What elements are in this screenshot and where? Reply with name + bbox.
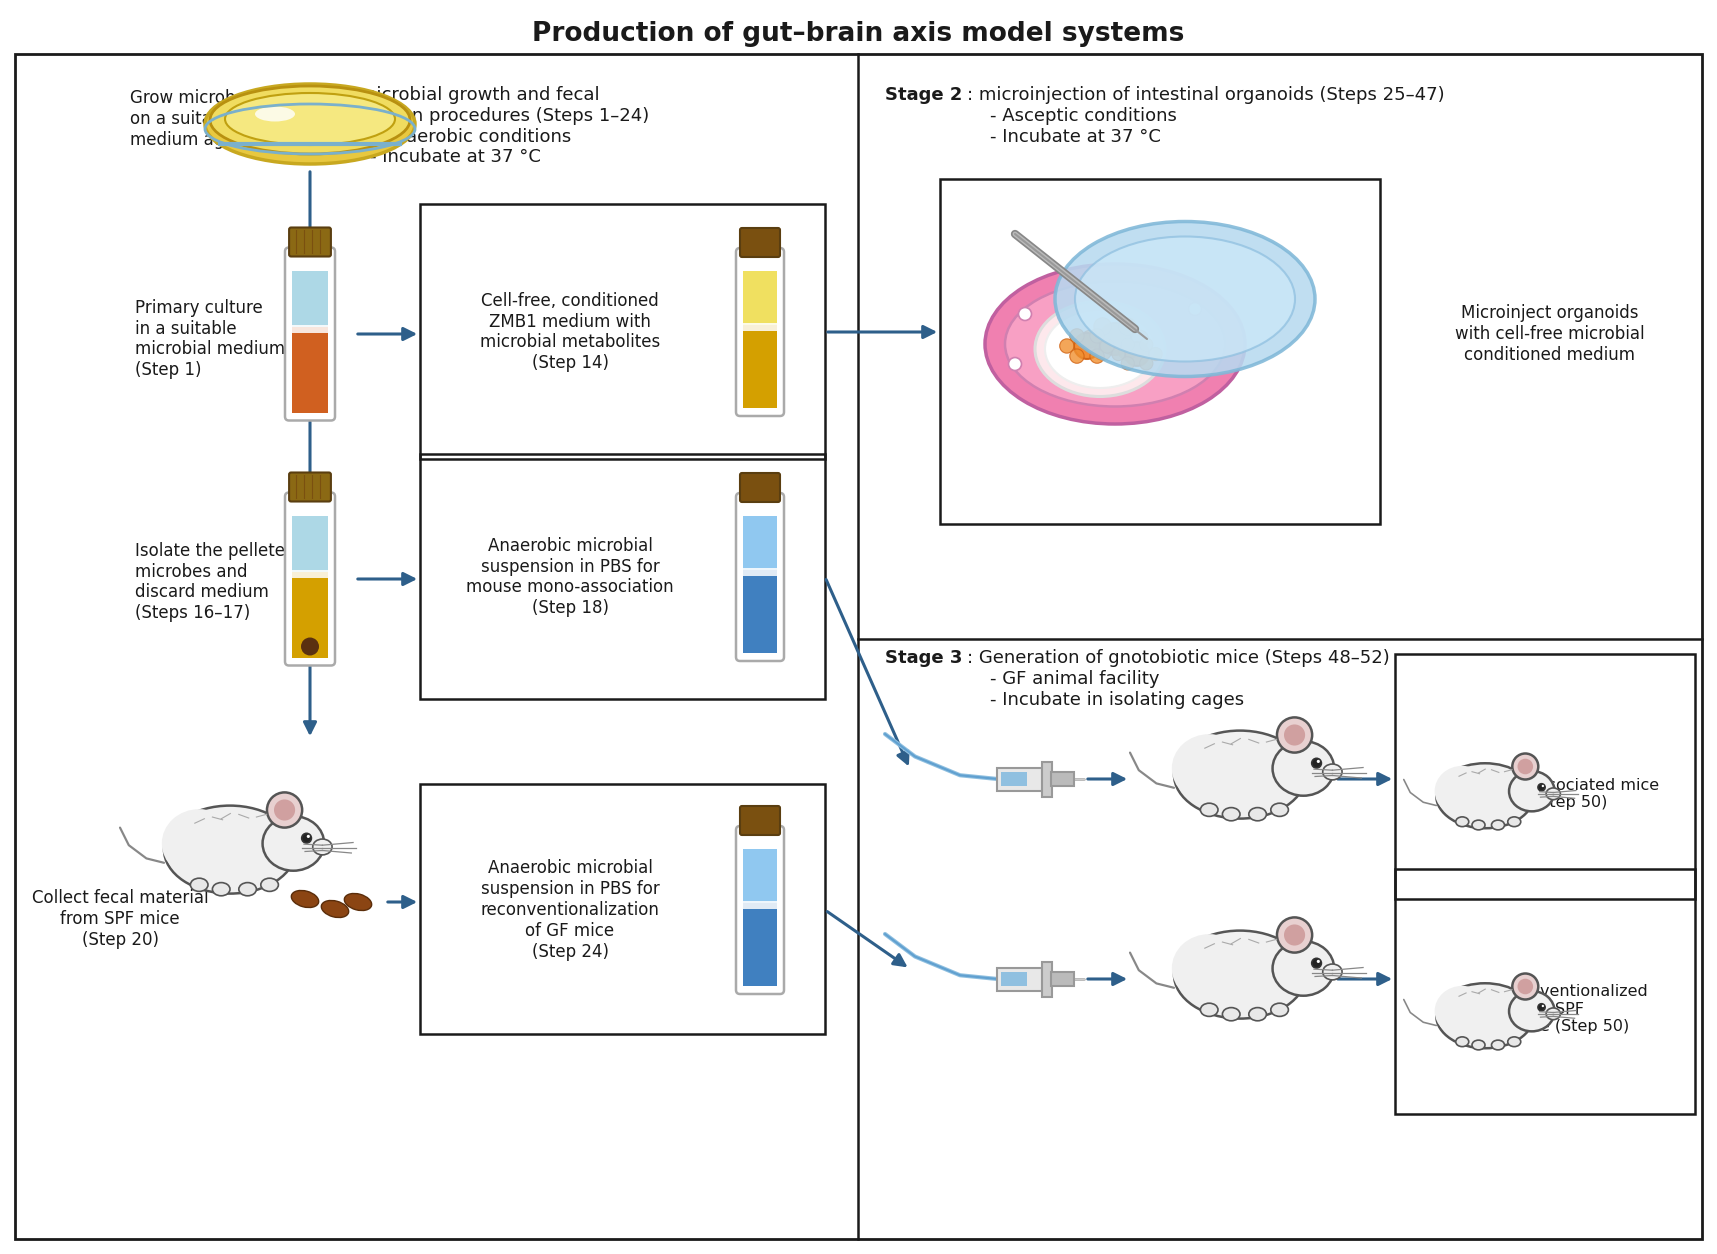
Circle shape (1099, 324, 1132, 355)
Circle shape (1284, 725, 1305, 746)
Ellipse shape (1035, 301, 1166, 396)
Circle shape (1094, 317, 1111, 335)
FancyBboxPatch shape (743, 322, 778, 331)
Text: : microinjection of intestinal organoids (Steps 25–47)
    - Asceptic conditions: : microinjection of intestinal organoids… (967, 87, 1444, 145)
Text: : Generation of gnotobiotic mice (Steps 48–52)
    - GF animal facility
    - In: : Generation of gnotobiotic mice (Steps … (967, 650, 1389, 709)
Text: Stage 1: Stage 1 (264, 87, 342, 104)
Ellipse shape (239, 883, 256, 895)
Text: Isolate the pelleted
microbes and
discard medium
(Steps 16–17): Isolate the pelleted microbes and discar… (136, 542, 295, 622)
Ellipse shape (263, 816, 325, 870)
Ellipse shape (1171, 934, 1247, 1003)
Ellipse shape (292, 890, 319, 908)
Text: Mono-associated mice
(Step 50): Mono-associated mice (Step 50) (1480, 777, 1660, 810)
Ellipse shape (165, 805, 295, 894)
FancyBboxPatch shape (996, 767, 1044, 790)
Text: Collect fecal material
from SPF mice
(Step 20): Collect fecal material from SPF mice (St… (31, 889, 208, 949)
Ellipse shape (1200, 804, 1217, 816)
Ellipse shape (1471, 1040, 1485, 1050)
FancyBboxPatch shape (737, 826, 785, 994)
FancyBboxPatch shape (292, 325, 328, 332)
Ellipse shape (1271, 1003, 1288, 1017)
Text: Anaerobic microbial
suspension in PBS for
reconventionalization
of GF mice
(Step: Anaerobic microbial suspension in PBS fo… (481, 859, 659, 961)
Ellipse shape (312, 839, 331, 855)
Ellipse shape (321, 900, 349, 918)
Circle shape (300, 637, 319, 656)
Ellipse shape (1171, 734, 1247, 803)
Ellipse shape (986, 265, 1245, 424)
Ellipse shape (1174, 731, 1307, 819)
Ellipse shape (1322, 764, 1343, 780)
Circle shape (1090, 329, 1104, 344)
Ellipse shape (1075, 237, 1295, 361)
Ellipse shape (225, 93, 395, 145)
FancyBboxPatch shape (743, 515, 778, 572)
Circle shape (1121, 356, 1135, 370)
FancyBboxPatch shape (740, 806, 780, 835)
Ellipse shape (1223, 808, 1240, 821)
Circle shape (1542, 1004, 1544, 1007)
Circle shape (1082, 330, 1099, 347)
Circle shape (1513, 973, 1538, 999)
Text: Grow microbes
on a suitable
medium agar: Grow microbes on a suitable medium agar (130, 89, 254, 149)
Ellipse shape (1435, 764, 1533, 828)
Ellipse shape (1508, 816, 1521, 826)
Text: Stage 2: Stage 2 (884, 87, 962, 104)
FancyBboxPatch shape (743, 903, 778, 986)
Circle shape (1149, 347, 1162, 361)
Ellipse shape (204, 84, 416, 164)
Circle shape (1284, 924, 1305, 946)
Circle shape (1317, 959, 1320, 963)
Circle shape (1070, 329, 1083, 344)
FancyBboxPatch shape (1051, 772, 1073, 786)
Circle shape (307, 835, 309, 838)
Ellipse shape (1248, 1008, 1267, 1021)
Circle shape (1094, 342, 1111, 360)
Circle shape (1538, 1003, 1545, 1011)
Circle shape (1140, 339, 1152, 351)
Ellipse shape (1046, 310, 1156, 387)
Ellipse shape (1456, 816, 1468, 826)
FancyBboxPatch shape (740, 228, 780, 257)
FancyBboxPatch shape (292, 572, 328, 657)
Circle shape (1312, 958, 1322, 968)
FancyBboxPatch shape (737, 248, 785, 416)
Ellipse shape (209, 87, 410, 154)
Ellipse shape (1509, 991, 1554, 1031)
Text: Primary culture
in a suitable
microbial medium
(Step 1): Primary culture in a suitable microbial … (136, 298, 285, 379)
FancyBboxPatch shape (743, 271, 778, 327)
Circle shape (1113, 347, 1125, 361)
FancyBboxPatch shape (1001, 972, 1027, 986)
Circle shape (1101, 339, 1114, 354)
Circle shape (1059, 339, 1075, 354)
Ellipse shape (256, 107, 295, 122)
Ellipse shape (1435, 986, 1490, 1037)
Circle shape (1121, 339, 1135, 351)
Ellipse shape (1223, 1008, 1240, 1021)
Circle shape (302, 834, 311, 843)
FancyBboxPatch shape (292, 271, 328, 329)
Ellipse shape (1322, 964, 1343, 979)
Ellipse shape (1174, 930, 1307, 1018)
Ellipse shape (1435, 983, 1533, 1048)
FancyBboxPatch shape (288, 473, 331, 502)
FancyBboxPatch shape (285, 247, 335, 420)
Ellipse shape (1492, 820, 1504, 830)
Circle shape (275, 800, 295, 820)
Circle shape (1132, 330, 1149, 347)
Ellipse shape (1508, 1037, 1521, 1047)
Ellipse shape (1054, 222, 1315, 376)
Circle shape (1075, 334, 1101, 359)
FancyBboxPatch shape (996, 968, 1044, 991)
Circle shape (1188, 302, 1202, 316)
Ellipse shape (1004, 281, 1224, 406)
Circle shape (1518, 759, 1533, 774)
FancyBboxPatch shape (737, 493, 785, 661)
Ellipse shape (1248, 808, 1267, 821)
FancyBboxPatch shape (743, 325, 778, 408)
Circle shape (1317, 760, 1320, 762)
FancyBboxPatch shape (292, 569, 328, 578)
FancyBboxPatch shape (288, 227, 331, 257)
Ellipse shape (1509, 771, 1554, 811)
Circle shape (1513, 754, 1538, 780)
Text: Reconventionalized
SPF
mice (Step 50): Reconventionalized SPF mice (Step 50) (1492, 984, 1648, 1033)
